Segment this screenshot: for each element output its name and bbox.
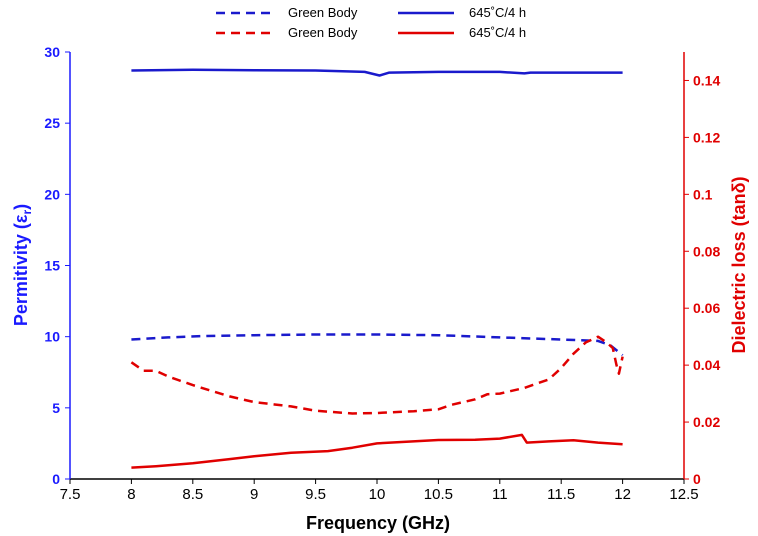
- left-axis-title: Permitivity (εr): [11, 204, 34, 326]
- x-axis-title: Frequency (GHz): [306, 513, 450, 533]
- right-tick-label: 0.04: [693, 357, 720, 373]
- x-tick-label: 12.5: [669, 486, 698, 503]
- right-tick-label: 0.08: [693, 243, 720, 259]
- left-tick-label: 20: [44, 186, 60, 202]
- axes: 7.5 8 8.5 9 9.5 10 10.5 11 11.5 12 12.505101520253…: [44, 44, 720, 503]
- x-tick-label: 11.5: [547, 486, 575, 503]
- x-tick-label: 11: [492, 486, 508, 503]
- x-tick-label: 8: [127, 486, 135, 503]
- x-tick-label: 10.5: [424, 486, 453, 503]
- x-tick-label: 9.5: [305, 486, 326, 503]
- series-line-permittivity-645c: [131, 68, 623, 77]
- left-tick-label: 25: [44, 115, 60, 131]
- right-tick-label: 0: [693, 471, 701, 487]
- left-axis-title-main: Permitivity (ε: [11, 214, 31, 326]
- x-tick-label: 12: [614, 486, 631, 503]
- right-tick-label: 0.02: [693, 414, 720, 430]
- legend-label: 645˚C/4 h: [469, 25, 526, 40]
- right-tick-label: 0.1: [693, 186, 713, 202]
- left-tick-label: 5: [52, 400, 60, 416]
- left-axis-title-close: ): [11, 204, 31, 210]
- left-tick-label: 0: [52, 471, 60, 487]
- series-line-permittivity-green-body: [131, 333, 624, 357]
- series-line-loss-645c: [131, 433, 623, 469]
- right-tick-label: 0.06: [693, 300, 720, 316]
- left-tick-label: 30: [44, 44, 60, 60]
- legend-label: Green Body: [288, 5, 358, 20]
- left-tick-label: 15: [44, 258, 60, 274]
- x-tick-label: 8.5: [182, 486, 203, 503]
- legend-label: Green Body: [288, 25, 358, 40]
- right-tick-label: 0.14: [693, 72, 720, 88]
- left-axis-title-subscript: r: [20, 210, 34, 215]
- right-axis-title: Dielectric loss (tanδ): [729, 177, 749, 354]
- legend-label: 645˚C/4 h: [469, 5, 526, 20]
- left-tick-label: 10: [44, 329, 60, 345]
- plot-area: [130, 68, 624, 469]
- legend: Green Body 645˚C/4 h Green Body 645˚C/4 h: [216, 5, 526, 40]
- x-tick-label: 9: [250, 486, 258, 503]
- series-line-loss-green-body: [130, 335, 624, 415]
- right-tick-label: 0.12: [693, 129, 720, 145]
- x-tick-label: 10: [369, 486, 386, 503]
- x-tick-label: 7.5: [60, 486, 81, 503]
